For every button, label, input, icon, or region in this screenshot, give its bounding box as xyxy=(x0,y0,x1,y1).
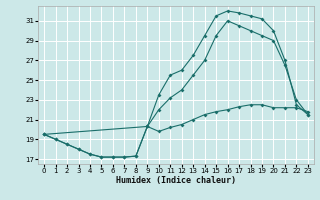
X-axis label: Humidex (Indice chaleur): Humidex (Indice chaleur) xyxy=(116,176,236,185)
